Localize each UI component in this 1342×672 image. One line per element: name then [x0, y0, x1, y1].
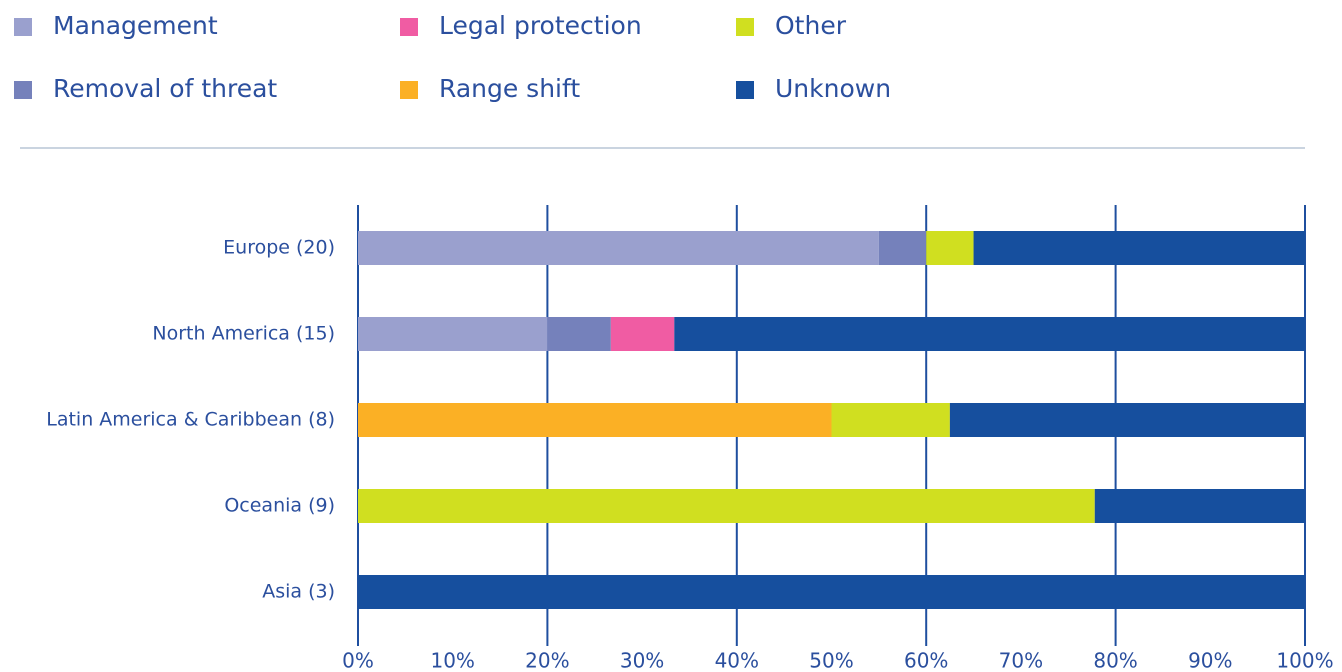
- bar-segment: [358, 317, 548, 351]
- bar-segment: [926, 231, 974, 265]
- x-tick-label: 90%: [1188, 649, 1232, 672]
- legend-swatch: [736, 81, 754, 99]
- bar-segment: [358, 403, 832, 437]
- legend-label: Removal of threat: [53, 74, 277, 103]
- x-tick-label: 50%: [809, 649, 853, 672]
- x-tick-label: 100%: [1276, 649, 1333, 672]
- legend-label: Range shift: [439, 74, 580, 103]
- legend-label: Management: [53, 11, 218, 40]
- bar-segment: [1094, 489, 1305, 523]
- bar-segment: [949, 403, 1305, 437]
- bar-segment: [973, 231, 1305, 265]
- legend-label: Other: [775, 11, 847, 40]
- x-tick-label: 40%: [715, 649, 759, 672]
- legend-swatch: [14, 81, 32, 99]
- category-label: Europe (20): [223, 237, 335, 259]
- bar-segment: [358, 489, 1095, 523]
- x-tick-label: 60%: [904, 649, 948, 672]
- bar-segment: [878, 231, 927, 265]
- legend-swatch: [736, 18, 754, 36]
- bar-segment: [358, 575, 1305, 609]
- bar-segment: [674, 317, 1305, 351]
- legend-label: Legal protection: [439, 11, 642, 40]
- x-tick-label: 30%: [620, 649, 664, 672]
- bar-segment: [547, 317, 611, 351]
- legend-swatch: [14, 18, 32, 36]
- legend-swatch: [400, 18, 418, 36]
- x-tick-label: 80%: [1093, 649, 1137, 672]
- bar-segment: [358, 231, 879, 265]
- legend-swatch: [400, 81, 418, 99]
- x-tick-label: 0%: [342, 649, 374, 672]
- x-tick-label: 10%: [430, 649, 474, 672]
- category-label: Latin America & Caribbean (8): [46, 409, 335, 431]
- bar-segment: [610, 317, 675, 351]
- category-label: Asia (3): [262, 581, 335, 603]
- legend-label: Unknown: [775, 74, 891, 103]
- bar-segment: [831, 403, 950, 437]
- category-label: Oceania (9): [224, 495, 335, 517]
- x-tick-label: 70%: [999, 649, 1043, 672]
- x-tick-label: 20%: [525, 649, 569, 672]
- category-label: North America (15): [152, 323, 335, 345]
